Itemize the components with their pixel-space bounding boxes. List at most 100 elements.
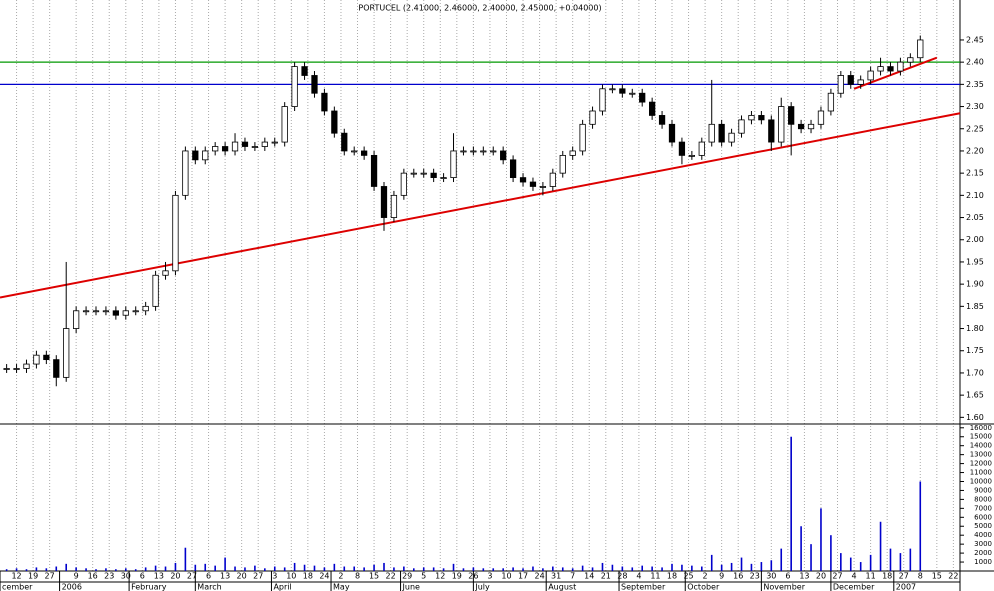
month-label: June: [402, 583, 421, 591]
candle-body: [619, 88, 626, 94]
candle-body: [559, 154, 566, 174]
volume-tick-label: 4000: [974, 531, 992, 539]
candle-body: [649, 101, 656, 116]
month-label: 2006: [62, 583, 82, 591]
x-tick-label: 22: [948, 572, 958, 581]
x-tick-label: 13: [220, 572, 230, 581]
x-tick-label: 17: [518, 572, 528, 581]
y-tick-label: 1.80: [966, 324, 984, 333]
volume-bar: [810, 544, 812, 571]
x-tick-label: 11: [650, 572, 660, 581]
candle-body: [797, 123, 805, 130]
y-tick-label: 2.05: [966, 213, 984, 222]
candle-body: [23, 363, 30, 369]
volume-bar: [35, 567, 38, 571]
x-tick-label: 6: [140, 572, 145, 581]
volume-bar: [472, 567, 475, 571]
volume-tick-label: 9000: [974, 486, 992, 494]
volume-tick-label: 12000: [970, 460, 992, 468]
month-label: September: [621, 583, 666, 591]
volume-bar: [840, 553, 842, 571]
candle-body: [698, 141, 705, 156]
volume-bar: [224, 557, 226, 571]
y-tick-label: 1.85: [966, 302, 984, 311]
volume-bar: [65, 563, 68, 571]
candle-body: [817, 110, 825, 125]
volume-bar: [750, 563, 753, 571]
volume-bar: [522, 568, 524, 571]
volume-bar: [889, 548, 892, 571]
volume-bar: [452, 563, 455, 571]
volume-bar: [442, 568, 445, 571]
candle-body: [63, 328, 70, 378]
candle-body: [837, 75, 844, 94]
volume-bar: [403, 566, 405, 571]
candle-body: [420, 172, 427, 175]
candle-body: [311, 75, 318, 94]
volume-bar: [710, 554, 713, 571]
candle-body: [231, 141, 239, 152]
volume-bar: [800, 526, 802, 571]
volume-tick-label: 10000: [970, 477, 992, 485]
y-tick-label: 2.20: [966, 146, 984, 155]
volume-bar: [830, 535, 832, 571]
volume-bar: [740, 557, 743, 571]
month-label: April: [273, 583, 291, 591]
candle-body: [460, 150, 467, 153]
x-tick-label: 24: [319, 572, 329, 581]
y-tick-label: 1.70: [966, 368, 984, 377]
volume-bar: [820, 508, 822, 571]
volume-bar: [591, 567, 594, 571]
y-tick-label: 2.15: [966, 169, 984, 178]
candle-body: [549, 172, 556, 187]
candle-body: [351, 150, 358, 153]
volume-tick-label: 14000: [970, 442, 992, 450]
volume-bar: [661, 567, 663, 571]
candle-body: [748, 115, 755, 121]
volume-bar: [214, 565, 216, 571]
candle-body: [847, 75, 854, 85]
volume-bar: [204, 563, 207, 571]
volume-bar: [432, 567, 435, 571]
volume-bar: [303, 564, 306, 571]
volume-bar: [492, 568, 495, 571]
candle-body: [102, 310, 110, 313]
volume-tick-label: 11000: [970, 469, 992, 477]
volume-bar: [353, 566, 356, 571]
volume-bar: [95, 569, 97, 571]
y-tick-label: 2.00: [966, 235, 984, 244]
month-label: December: [833, 583, 875, 591]
volume-bar: [651, 566, 653, 571]
x-tick-label: 14: [584, 572, 594, 581]
candle-body: [112, 310, 119, 316]
volume-bar: [373, 564, 375, 571]
candle-body: [867, 70, 874, 81]
volume-bar: [532, 566, 534, 571]
volume-bar: [720, 564, 723, 571]
volume-bar: [234, 566, 236, 571]
candle-body: [599, 88, 606, 112]
volume-bar: [641, 565, 644, 571]
volume-bar: [244, 567, 246, 571]
volume-tick-label: 13000: [970, 451, 992, 459]
x-tick-label: 6: [785, 572, 790, 581]
candle-body: [907, 57, 914, 63]
volume-bar: [631, 567, 634, 571]
month-label: August: [548, 583, 576, 591]
volume-tick-label: 3000: [974, 540, 992, 548]
x-tick-label: 9: [719, 572, 724, 581]
y-tick-label: 1.75: [966, 346, 984, 355]
candle-body: [331, 110, 338, 134]
x-tick-label: 4: [636, 572, 641, 581]
x-tick-label: 18: [667, 572, 677, 581]
volume-bar: [15, 568, 18, 571]
volume-bar: [502, 568, 504, 571]
volume-bar: [164, 566, 167, 571]
month-label: February: [131, 583, 167, 591]
y-tick-label: 2.25: [966, 124, 984, 133]
volume-bar: [323, 567, 326, 571]
volume-bar: [254, 565, 256, 571]
volume-bar: [85, 568, 87, 571]
